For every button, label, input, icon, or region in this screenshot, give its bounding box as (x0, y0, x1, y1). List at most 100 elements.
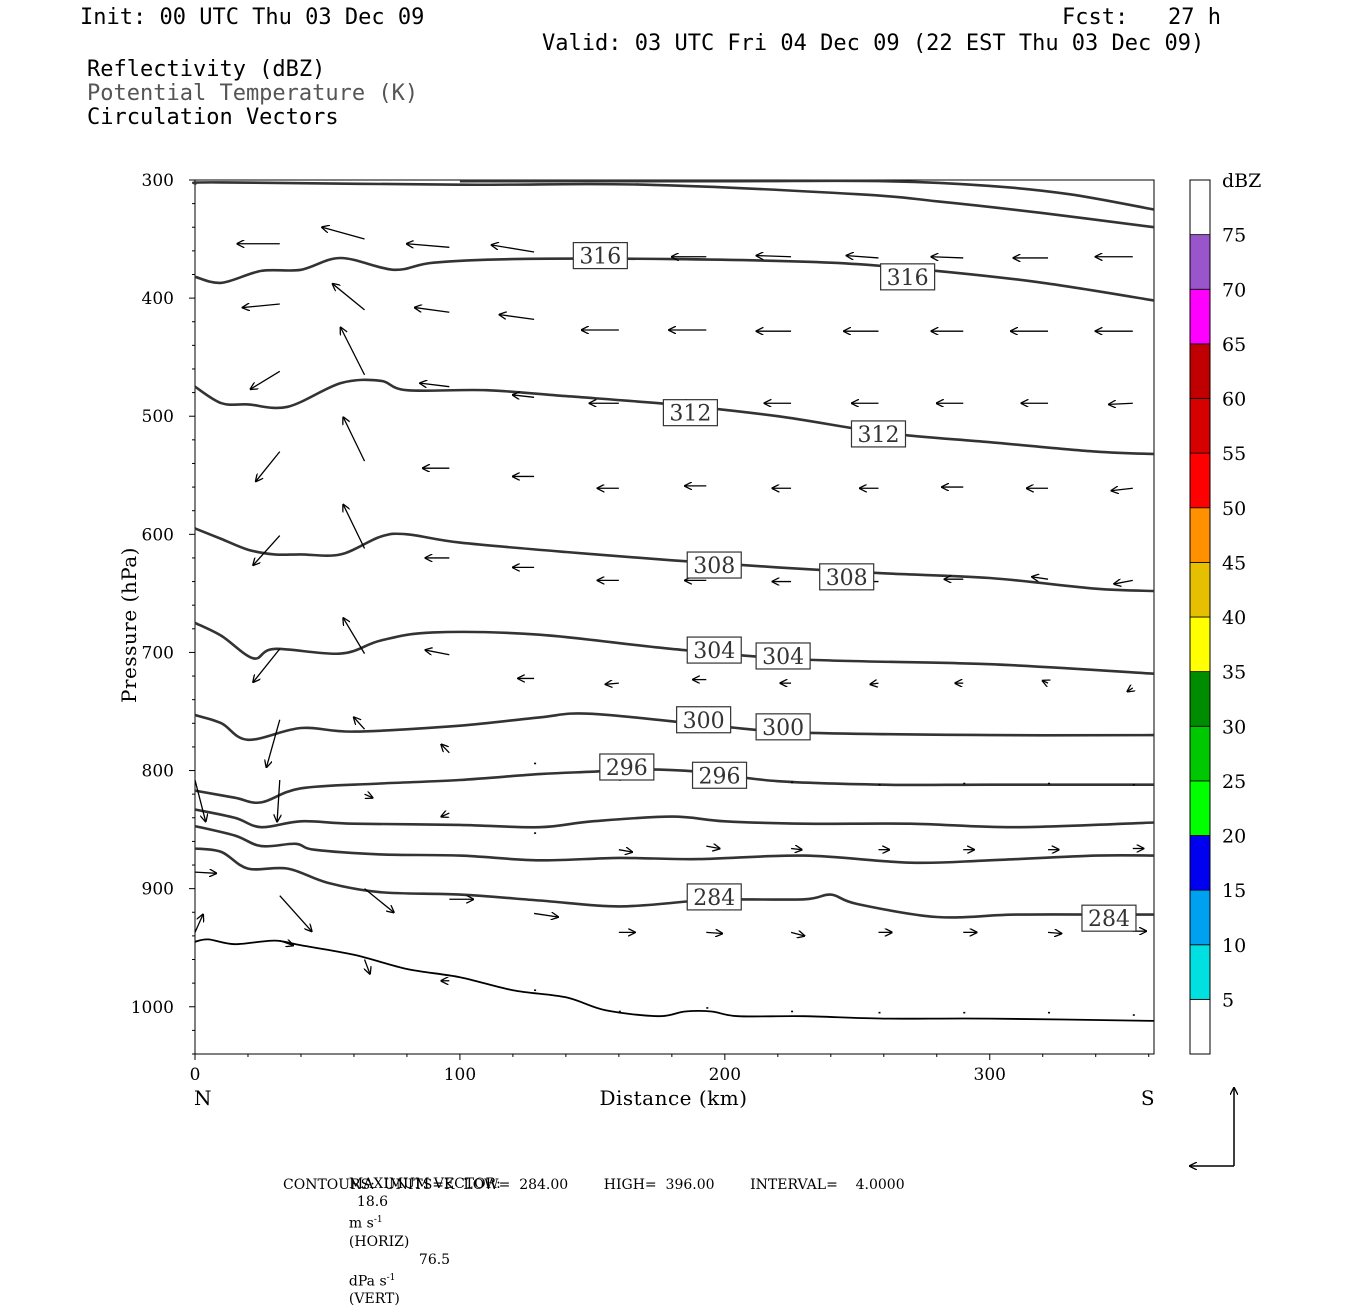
max-horiz-value: 18.6 (357, 1194, 388, 1210)
theta-contour-316 (195, 258, 1154, 301)
contour-label-text: 304 (762, 645, 804, 670)
x-tick-label: 0 (190, 1065, 201, 1085)
colorbar-segment (1190, 344, 1210, 399)
colorbar-segment (1190, 999, 1210, 1054)
contour-label-text: 308 (693, 554, 735, 579)
vector-arrow (333, 284, 365, 310)
circulation-vectors (195, 227, 1146, 1015)
x-tick-label: 200 (709, 1065, 741, 1085)
vector-arrow (1043, 681, 1048, 683)
contour-label-304: 304 (756, 643, 810, 670)
theta-contour-304 (195, 623, 1154, 674)
max-horiz-exp: -1 (374, 1215, 383, 1225)
colorbar-segment (1190, 726, 1210, 781)
vector-arrow (253, 536, 279, 566)
reference-vector-arrow (1190, 1088, 1234, 1166)
contour-label-284: 284 (687, 884, 741, 911)
contour-label-284: 284 (1082, 905, 1136, 932)
contour-label-300: 300 (677, 707, 731, 734)
y-tick-label: 300 (142, 171, 174, 191)
theta-contour-296 (195, 769, 1154, 802)
vector-arrow (1112, 488, 1133, 490)
colorbar-tick-label: 50 (1222, 498, 1246, 520)
theta-contour-288 (195, 826, 1154, 863)
y-tick-label: 400 (142, 289, 174, 309)
vector-arrow (243, 304, 280, 308)
vector-arrow (791, 848, 802, 849)
colorbar-segment (1190, 836, 1210, 891)
vector-arrow (277, 780, 280, 821)
contour-label-text: 312 (669, 402, 711, 427)
vector-arrow (420, 383, 449, 387)
x-end-label-south: S (1141, 1086, 1155, 1110)
contour-label-308: 308 (687, 552, 741, 579)
contour-info: CONTOURS: UNITS=K LOW= 284.00 HIGH= 396.… (283, 1176, 905, 1194)
vector-arrow (415, 308, 449, 313)
y-tick-label: 900 (142, 880, 174, 900)
colorbar-tick-label: 35 (1222, 662, 1246, 684)
vector-arrow (1048, 932, 1061, 933)
colorbar-tick-label: 25 (1222, 771, 1246, 793)
colorbar-tick-label: 15 (1222, 880, 1246, 902)
contour-label-text: 300 (762, 716, 804, 741)
vector-arrow (441, 813, 449, 817)
contour-label-text: 304 (693, 639, 735, 664)
colorbar-unit: dBZ (1222, 170, 1261, 192)
colorbar-segment (1190, 781, 1210, 836)
contour-label-text: 296 (606, 756, 648, 781)
vector-arrow (195, 872, 216, 873)
y-tick-label: 600 (142, 525, 174, 545)
colorbar-segment (1190, 180, 1210, 235)
colorbar-segment (1190, 890, 1210, 945)
colorbar-segment (1190, 508, 1210, 563)
vector-arrow (341, 328, 365, 375)
vector-arrow (407, 244, 449, 248)
colorbar-tick-label: 70 (1222, 279, 1246, 301)
y-tick-label: 1000 (131, 998, 174, 1018)
contour-label-312: 312 (851, 421, 905, 448)
x-tick-label: 100 (444, 1065, 476, 1085)
contour-label-text: 312 (857, 423, 899, 448)
colorbar-segment (1190, 562, 1210, 617)
colorbar-tick-label: 5 (1222, 989, 1234, 1011)
colorbar-segment (1190, 289, 1210, 344)
vector-arrow (1032, 577, 1048, 579)
contour-label-text: 316 (887, 266, 929, 291)
theta-contours (193, 181, 1154, 918)
vector-arrow (1114, 580, 1133, 584)
vector-arrow (931, 257, 963, 258)
max-horiz-unit: m s (349, 1216, 374, 1232)
colorbar-tick-label: 20 (1222, 826, 1246, 848)
vector-arrow (534, 913, 558, 917)
contour-label-text: 300 (683, 709, 725, 734)
max-vert-value: 76.5 (419, 1252, 450, 1268)
colorbar-tick-label: 40 (1222, 607, 1246, 629)
theta-contour-320 (193, 182, 1154, 227)
contour-label-text: 284 (1088, 907, 1130, 932)
colorbar-segment (1190, 453, 1210, 508)
contour-label-296: 296 (693, 762, 747, 789)
vector-arrow (365, 794, 373, 798)
vector-arrow (706, 846, 719, 848)
colorbar-segment (1190, 672, 1210, 727)
contour-label-316: 316 (881, 264, 935, 291)
colorbar-segment (1190, 945, 1210, 1000)
vector-arrow (280, 896, 312, 931)
vector-arrow (513, 395, 534, 397)
vector-arrow (253, 649, 279, 682)
axes: 300 400 500 600 700 800 900 1000 0 100 200 300 N S Dis… (117, 171, 1155, 1110)
vector-arrow (195, 780, 206, 821)
colorbar-segment (1190, 399, 1210, 454)
max-vert-tag: (VERT) (349, 1291, 400, 1307)
vector-arrow (791, 932, 804, 936)
y-tick-label: 500 (142, 407, 174, 427)
x-tick-label: 300 (974, 1065, 1006, 1085)
colorbar-tick-label: 60 (1222, 389, 1246, 411)
vector-arrow (195, 915, 203, 933)
contour-label-304: 304 (687, 637, 741, 664)
x-axis-title: Distance (km) (599, 1086, 747, 1110)
contour-label-text: 284 (693, 886, 735, 911)
vector-arrow (847, 256, 879, 258)
vector-arrow (343, 618, 364, 653)
